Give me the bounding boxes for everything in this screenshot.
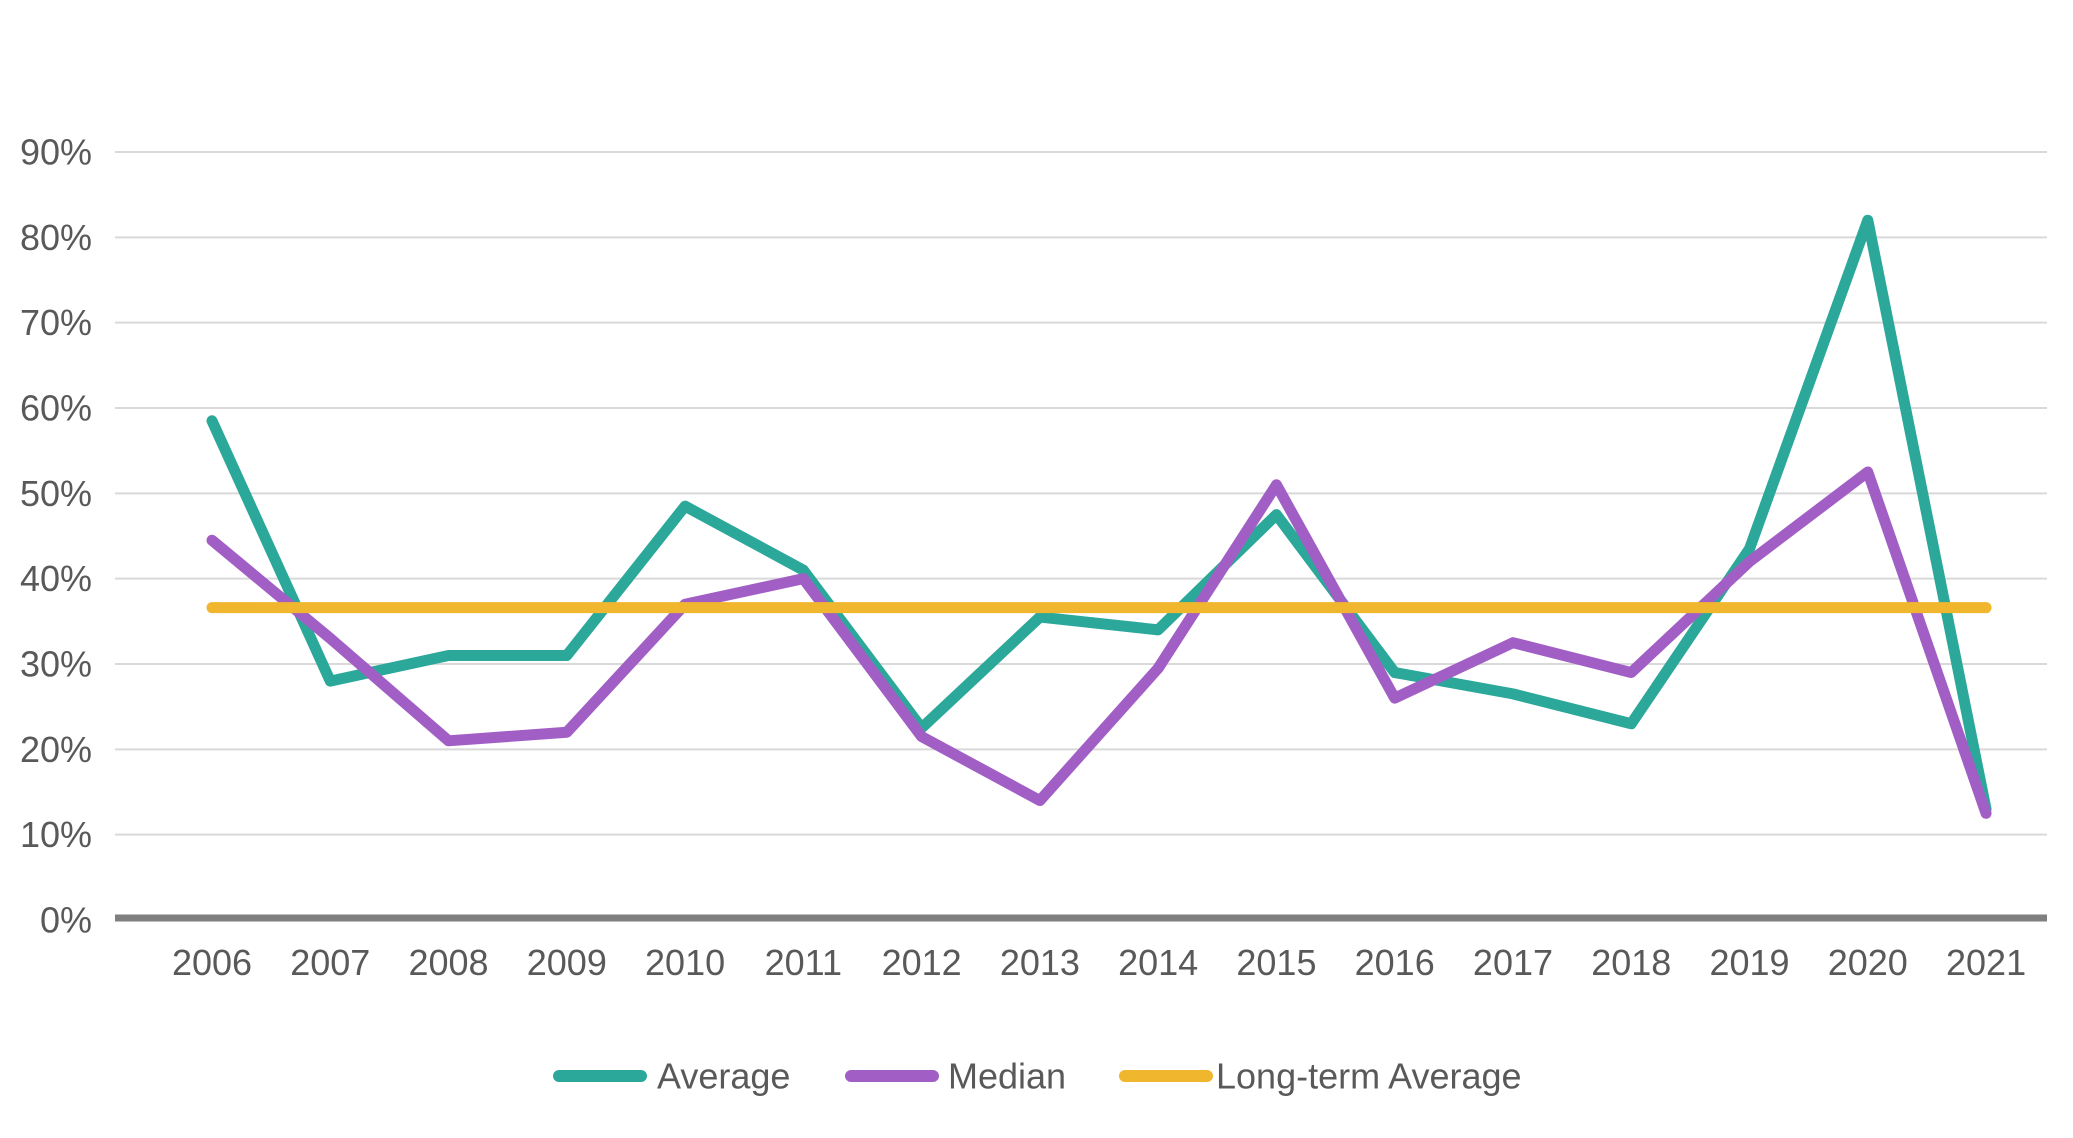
x-axis-label: 2019: [1709, 942, 1789, 983]
series-lines: [206, 214, 1992, 819]
y-axis-label: 20%: [20, 729, 92, 770]
series-line-average: [206, 214, 1992, 815]
legend: Average Median Long-term Average: [553, 1056, 1522, 1097]
x-axis-label: 2012: [882, 942, 962, 983]
legend-label-median: Median: [948, 1056, 1066, 1097]
x-axis-label: 2016: [1355, 942, 1435, 983]
y-axis-label: 80%: [20, 217, 92, 258]
legend-label-average: Average: [657, 1056, 790, 1097]
x-axis-label: 2009: [527, 942, 607, 983]
legend-item-average: Average: [553, 1056, 790, 1097]
gridlines: [115, 151, 2047, 922]
legend-label-long-term-average: Long-term Average: [1216, 1056, 1522, 1097]
y-axis-label: 50%: [20, 473, 92, 514]
x-axis-label: 2013: [1000, 942, 1080, 983]
x-axis-label: 2010: [645, 942, 725, 983]
x-axis-labels: 2006 2007 2008 2009 2010 2011 2012 2013 2014 2015…: [172, 942, 2026, 983]
x-axis-label: 2006: [172, 942, 252, 983]
y-axis-label: 90%: [20, 132, 92, 173]
legend-item-long-term-average: Long-term Average: [1119, 1056, 1522, 1097]
series-line-median: [206, 466, 1992, 819]
x-axis-label: 2015: [1236, 942, 1316, 983]
x-axis-label: 2020: [1828, 942, 1908, 983]
x-axis-label: 2008: [408, 942, 488, 983]
y-axis-label: 60%: [20, 388, 92, 429]
x-axis-label: 2011: [765, 942, 842, 983]
legend-item-median: Median: [845, 1056, 1066, 1097]
x-axis-label: 2007: [290, 942, 370, 983]
y-axis-label: 10%: [20, 814, 92, 855]
y-axis-label: 30%: [20, 644, 92, 685]
x-axis-label: 2018: [1591, 942, 1671, 983]
x-axis-label: 2021: [1946, 942, 2026, 983]
y-axis-label: 40%: [20, 558, 92, 599]
y-axis-labels: 0% 10% 20% 30% 40% 50% 60% 70% 80% 90%: [20, 132, 92, 941]
y-axis-label: 70%: [20, 302, 92, 343]
y-axis-label: 0%: [40, 900, 92, 941]
x-axis-label: 2014: [1118, 942, 1198, 983]
x-axis-label: 2017: [1473, 942, 1553, 983]
